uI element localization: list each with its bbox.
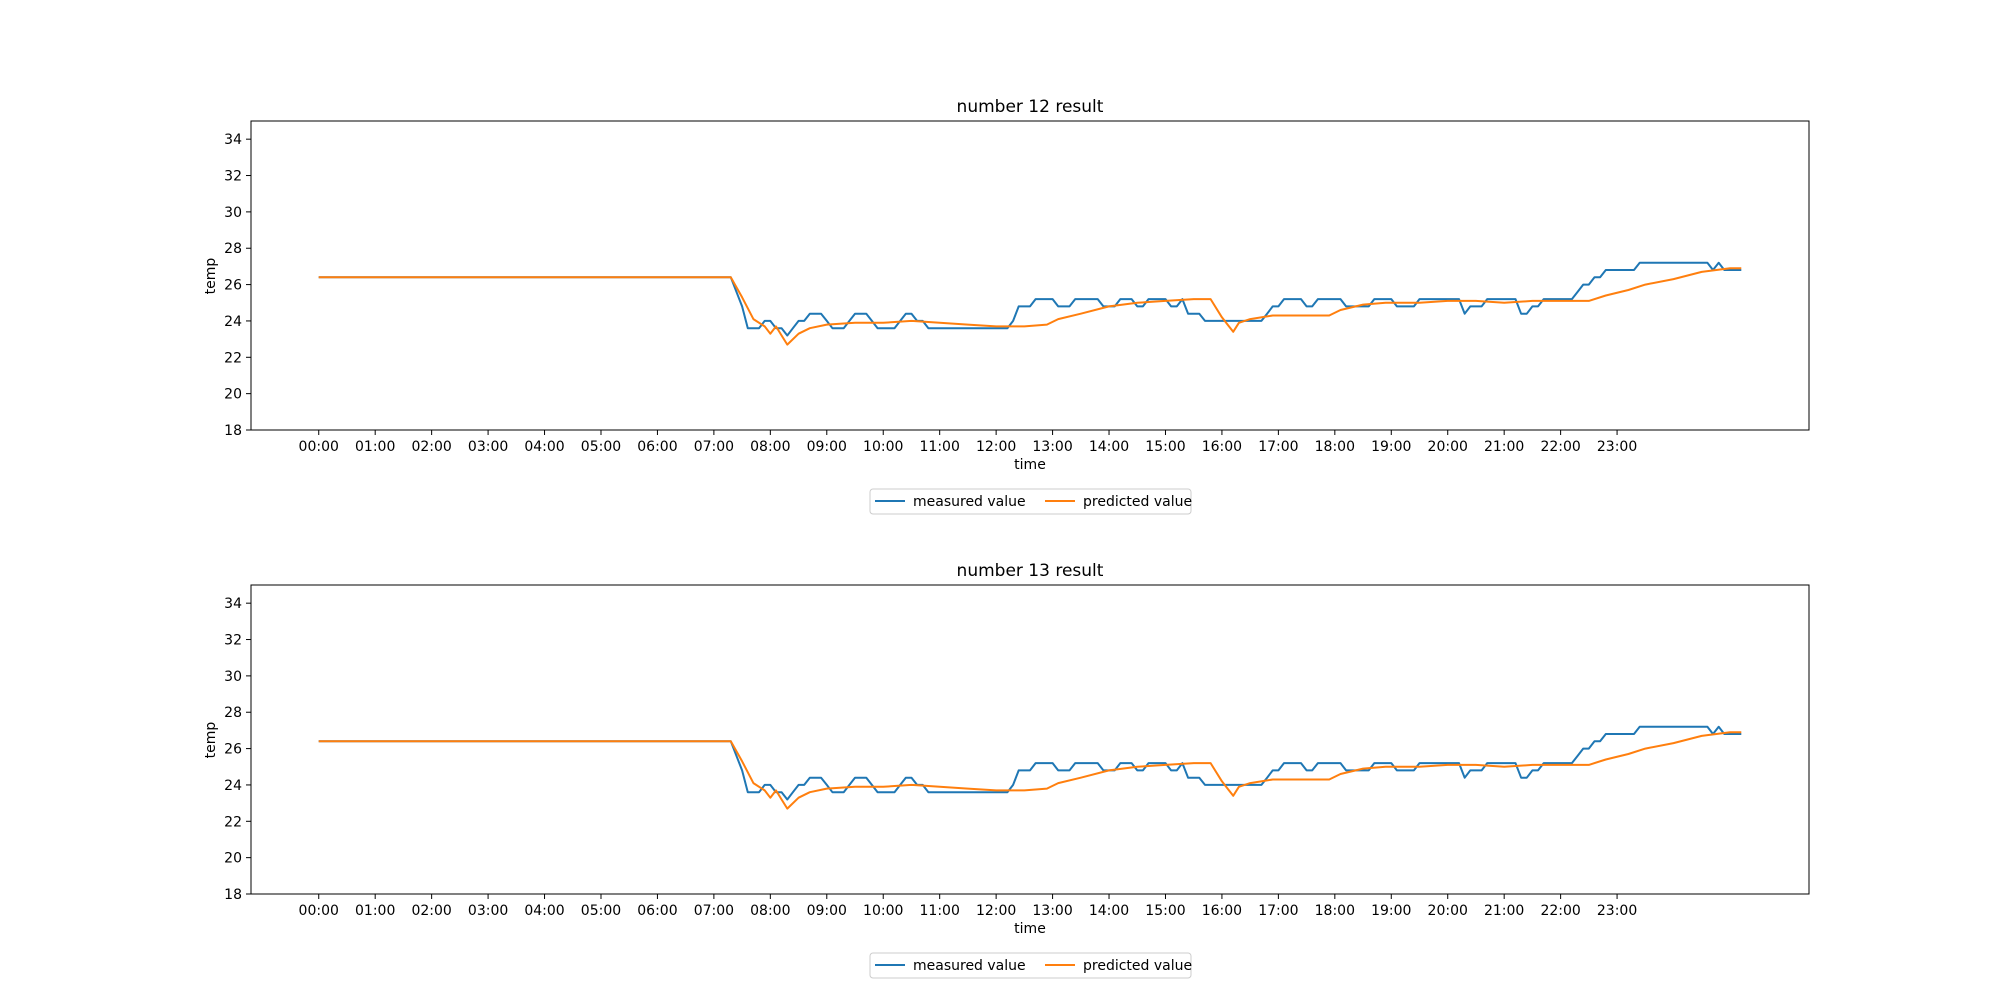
x-tick-label: 10:00 — [863, 439, 903, 455]
x-tick-label: 00:00 — [299, 903, 339, 919]
x-tick-label: 21:00 — [1484, 903, 1524, 919]
y-tick-label: 22 — [224, 814, 242, 830]
x-tick-label: 17:00 — [1258, 903, 1298, 919]
series-line-predicted — [318, 267, 1742, 346]
x-tick-label: 00:00 — [299, 439, 339, 455]
x-tick-label: 16:00 — [1202, 903, 1242, 919]
x-tick-label: 21:00 — [1484, 439, 1524, 455]
plot-frame — [250, 584, 1810, 895]
y-tick-label: 24 — [224, 314, 242, 330]
x-tick-label: 10:00 — [863, 903, 903, 919]
x-tick-label: 09:00 — [807, 903, 847, 919]
chart-number-12: number 12 result 18 20 22 24 26 28 30 32 34 00:0… — [203, 97, 1810, 515]
x-tick-label: 12:00 — [976, 903, 1016, 919]
legend-label-measured: measured value — [913, 494, 1026, 510]
legend-label-predicted: predicted value — [1083, 494, 1192, 510]
y-tick-label: 20 — [224, 851, 242, 867]
x-tick-label: 15:00 — [1145, 903, 1185, 919]
x-tick-label: 19:00 — [1371, 439, 1411, 455]
x-tick-label: 05:00 — [581, 903, 621, 919]
x-tick-label: 08:00 — [750, 903, 790, 919]
x-tick-label: 08:00 — [750, 439, 790, 455]
x-tick-label: 04:00 — [524, 439, 564, 455]
series-line-predicted — [318, 731, 1742, 810]
y-tick-label: 22 — [224, 350, 242, 366]
chart-title: number 12 result — [957, 97, 1104, 117]
x-tick-label: 20:00 — [1428, 439, 1468, 455]
y-tick-label: 34 — [224, 132, 242, 148]
x-tick-label: 01:00 — [355, 903, 395, 919]
x-axis: 00:00 01:00 02:00 03:00 04:00 05:00 06:00 07:00… — [299, 430, 1637, 455]
y-tick-label: 20 — [224, 387, 242, 403]
x-tick-label: 05:00 — [581, 439, 621, 455]
x-tick-label: 13:00 — [1032, 903, 1072, 919]
series-layer — [318, 725, 1742, 810]
y-tick-label: 30 — [224, 669, 242, 685]
x-tick-label: 14:00 — [1089, 439, 1129, 455]
y-axis: 18 20 22 24 26 28 30 32 34 — [224, 596, 251, 903]
legend-box — [869, 488, 1192, 515]
y-tick-label: 32 — [224, 169, 242, 185]
y-axis: 18 20 22 24 26 28 30 32 34 — [224, 132, 251, 439]
x-tick-label: 07:00 — [694, 903, 734, 919]
x-tick-label: 02:00 — [411, 439, 451, 455]
y-tick-label: 26 — [224, 278, 242, 294]
chart-number-13: number 13 result 18 20 22 24 26 28 30 32 34 00:0… — [203, 561, 1810, 979]
x-tick-label: 11:00 — [920, 439, 960, 455]
y-tick-label: 30 — [224, 205, 242, 221]
x-tick-label: 02:00 — [411, 903, 451, 919]
chart-title: number 13 result — [957, 561, 1104, 581]
x-tick-label: 04:00 — [524, 903, 564, 919]
x-tick-label: 06:00 — [637, 439, 677, 455]
series-layer — [318, 261, 1742, 346]
series-line-measured — [318, 261, 1742, 337]
y-tick-label: 18 — [224, 423, 242, 439]
legend: measured value predicted value — [869, 952, 1192, 979]
plot-frame — [250, 120, 1810, 431]
series-line-measured — [318, 725, 1742, 801]
x-tick-label: 20:00 — [1428, 903, 1468, 919]
x-tick-label: 11:00 — [920, 903, 960, 919]
y-tick-label: 34 — [224, 596, 242, 612]
y-tick-label: 32 — [224, 633, 242, 649]
x-tick-label: 16:00 — [1202, 439, 1242, 455]
y-tick-label: 18 — [224, 887, 242, 903]
y-tick-label: 26 — [224, 742, 242, 758]
x-tick-label: 01:00 — [355, 439, 395, 455]
x-tick-label: 12:00 — [976, 439, 1016, 455]
x-axis-label: time — [1014, 921, 1046, 937]
x-tick-label: 13:00 — [1032, 439, 1072, 455]
x-tick-label: 23:00 — [1597, 903, 1637, 919]
y-tick-label: 24 — [224, 778, 242, 794]
x-tick-label: 22:00 — [1540, 903, 1580, 919]
x-tick-label: 07:00 — [694, 439, 734, 455]
legend-label-predicted: predicted value — [1083, 958, 1192, 974]
y-tick-label: 28 — [224, 241, 242, 257]
y-axis-label: temp — [203, 258, 219, 295]
legend: measured value predicted value — [869, 488, 1192, 515]
legend-box — [869, 952, 1192, 979]
x-tick-label: 09:00 — [807, 439, 847, 455]
x-tick-label: 15:00 — [1145, 439, 1185, 455]
x-tick-label: 14:00 — [1089, 903, 1129, 919]
legend-label-measured: measured value — [913, 958, 1026, 974]
y-axis-label: temp — [203, 722, 219, 759]
x-tick-label: 06:00 — [637, 903, 677, 919]
x-tick-label: 22:00 — [1540, 439, 1580, 455]
x-tick-label: 23:00 — [1597, 439, 1637, 455]
x-tick-label: 19:00 — [1371, 903, 1411, 919]
x-axis: 00:00 01:00 02:00 03:00 04:00 05:00 06:00 07:00… — [299, 894, 1637, 919]
x-tick-label: 17:00 — [1258, 439, 1298, 455]
x-tick-label: 18:00 — [1315, 439, 1355, 455]
y-tick-label: 28 — [224, 705, 242, 721]
x-tick-label: 18:00 — [1315, 903, 1355, 919]
x-tick-label: 03:00 — [468, 903, 508, 919]
x-tick-label: 03:00 — [468, 439, 508, 455]
x-axis-label: time — [1014, 457, 1046, 473]
